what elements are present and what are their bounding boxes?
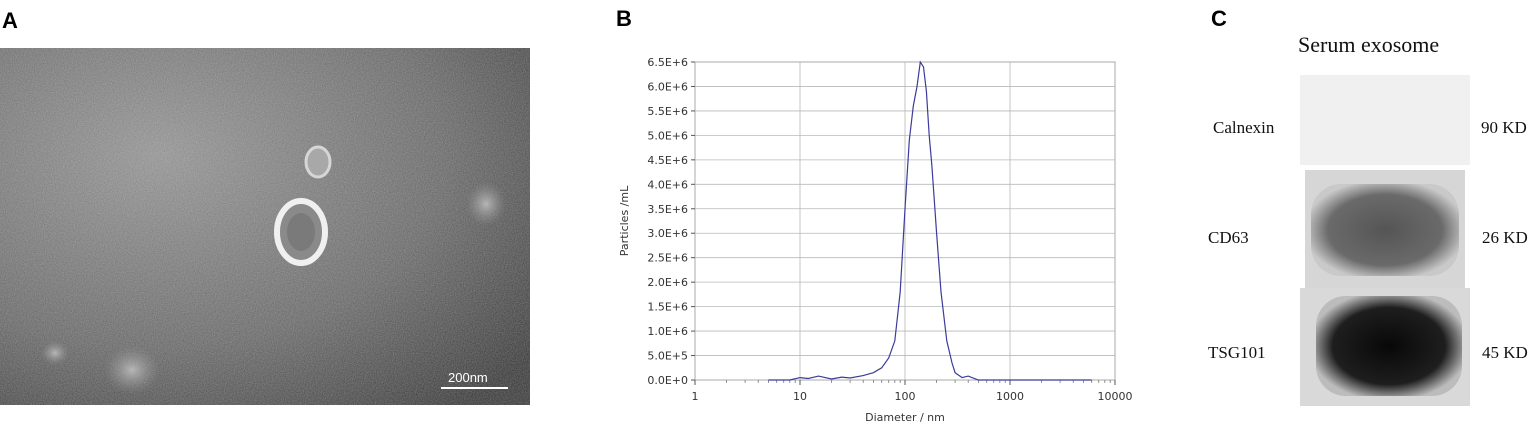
x-tick-label: 1000 [996, 390, 1024, 403]
y-tick-label: 4.5E+6 [647, 154, 688, 167]
y-tick-label: 6.0E+6 [647, 80, 688, 93]
wb-band-tsg101 [1300, 288, 1470, 406]
x-tick-label: 10000 [1098, 390, 1133, 403]
scale-bar-label: 200nm [448, 370, 488, 385]
wb-size-cd63: 26 KD [1482, 228, 1528, 247]
wb-band-cd63 [1305, 170, 1465, 288]
y-tick-label: 5.5E+6 [647, 105, 688, 118]
wb-size-tsg101: 45 KD [1482, 343, 1528, 362]
y-axis-label: Particles /mL [618, 185, 631, 256]
y-tick-label: 4.0E+6 [647, 178, 688, 191]
y-tick-label: 2.5E+6 [647, 252, 688, 265]
wb-protein-calnexin: Calnexin [1213, 118, 1275, 137]
y-tick-label: 3.5E+6 [647, 203, 688, 216]
wb-band-calnexin [1300, 75, 1470, 165]
panel-b-letter: B [616, 6, 632, 31]
y-tick-label: 5.0E+5 [647, 350, 688, 363]
x-tick-label: 10 [793, 390, 807, 403]
vesicle-top [304, 145, 332, 179]
panel-c-letter: C [1211, 6, 1227, 31]
y-tick-label: 1.0E+6 [647, 325, 688, 338]
wb-protein-tsg101: TSG101 [1208, 343, 1266, 362]
y-tick-label: 6.5E+6 [647, 56, 688, 69]
tem-micrograph: 200nm [0, 48, 530, 405]
y-tick-label: 1.5E+6 [647, 301, 688, 314]
panel-a-letter: A [2, 8, 18, 33]
debris-blob [104, 346, 160, 394]
y-tick-label: 2.0E+6 [647, 276, 688, 289]
chart-grid [694, 61, 1116, 381]
tem-image [0, 48, 530, 405]
y-tick-label: 5.0E+6 [647, 129, 688, 142]
wb-protein-cd63: CD63 [1208, 228, 1249, 247]
y-tick-label: 3.0E+6 [647, 227, 688, 240]
x-axis-label: Diameter / nm [865, 411, 945, 424]
y-tick-label: 0.0E+0 [647, 374, 688, 387]
vesicle-small-blob [466, 182, 506, 226]
wb-title: Serum exosome [1298, 32, 1440, 57]
scale-bar [441, 387, 508, 389]
size-distribution-line [768, 60, 1092, 381]
wb-size-calnexin: 90 KD [1481, 118, 1527, 137]
chart-y-ticks: 0.0E+0 5.0E+5 1.0E+6 1.5E+6 2.0E+6 2.5E+6 3.0E… [647, 56, 695, 387]
chart-x-ticks: 1 10 100 1000 10000 [692, 380, 1133, 403]
x-tick-label: 100 [895, 390, 916, 403]
x-tick-label: 1 [692, 390, 699, 403]
nta-chart: 0.0E+0 5.0E+5 1.0E+6 1.5E+6 2.0E+6 2.5E+6 3.0E… [618, 56, 1133, 424]
